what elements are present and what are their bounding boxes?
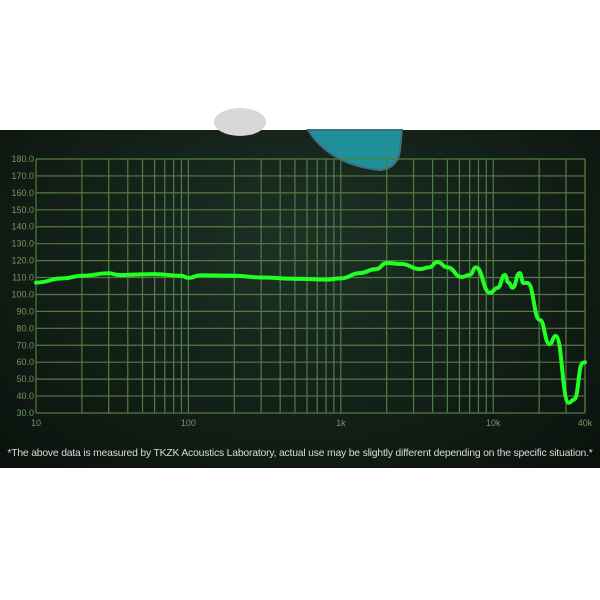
y-tick-label: 50.0 [16,374,34,384]
y-tick-label: 140.0 [11,222,34,232]
y-tick-label: 60.0 [16,357,34,367]
y-tick-label: 30.0 [16,408,34,418]
x-tick-label: 10 [31,418,41,428]
y-tick-label: 90.0 [16,306,34,316]
earphone-tip-shape [214,108,266,136]
y-tick-label: 180.0 [11,154,34,164]
y-tick-label: 170.0 [11,171,34,181]
chart-panel [0,130,600,468]
x-tick-label: 100 [181,418,196,428]
x-tick-label: 40k [578,418,593,428]
x-tick-label: 1k [336,418,346,428]
y-tick-label: 80.0 [16,323,34,333]
y-tick-label: 130.0 [11,239,34,249]
y-tick-label: 70.0 [16,340,34,350]
y-tick-label: 40.0 [16,391,34,401]
y-tick-label: 160.0 [11,188,34,198]
earphone-shell-shape [306,129,404,172]
measurement-caption: *The above data is measured by TKZK Acou… [7,448,593,459]
y-tick-label: 120.0 [11,256,34,266]
y-tick-label: 150.0 [11,205,34,215]
frequency-response-line [34,260,587,405]
x-tick-label: 10k [486,418,501,428]
y-tick-label: 110.0 [12,273,34,283]
y-tick-label: 100.0 [11,289,34,299]
